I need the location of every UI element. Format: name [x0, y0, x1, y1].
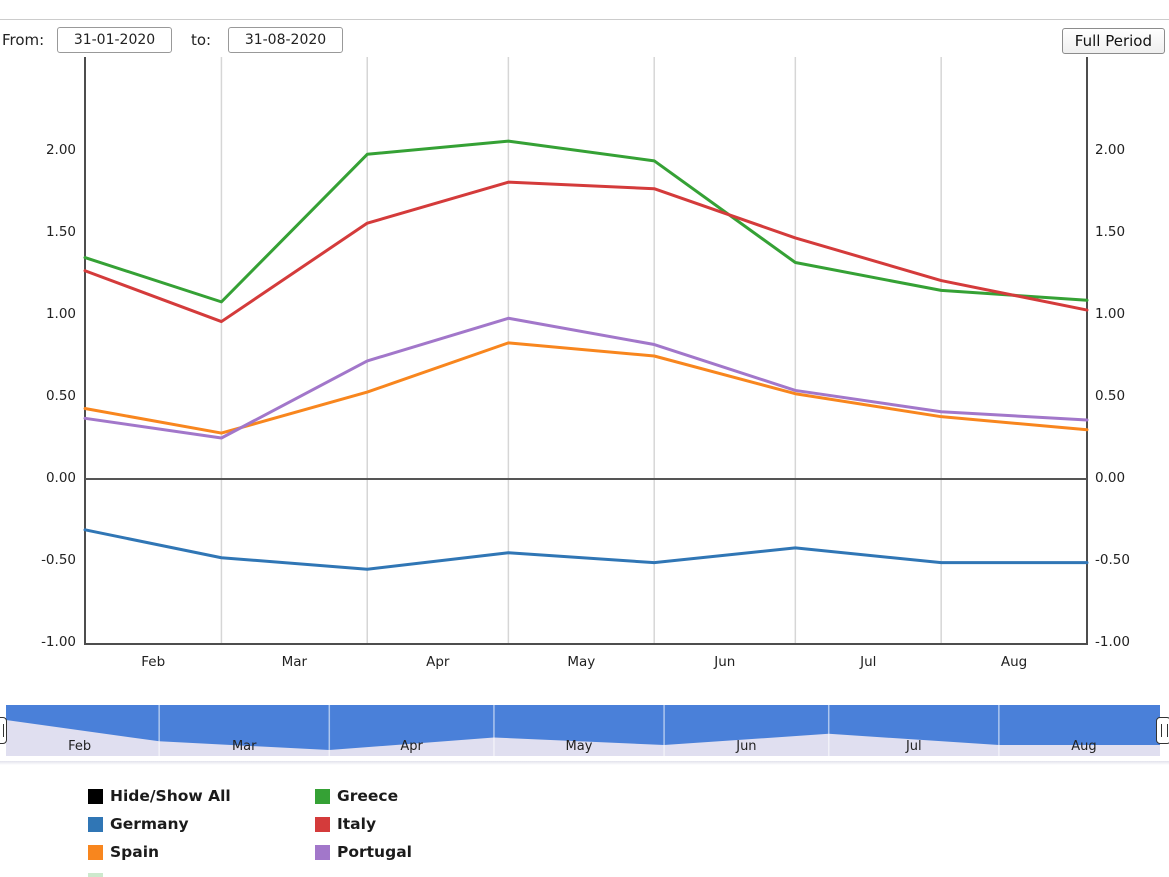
y-axis-label-right: 2.00 [1095, 142, 1126, 158]
legend-label: Hide/Show All [110, 787, 231, 805]
navigator-shadow [0, 761, 1169, 765]
y-axis-label-left: -1.00 [41, 634, 76, 650]
legend-label: Italy [337, 815, 377, 833]
legend: Hide/Show All Germany Spain Greece Italy Port… [88, 785, 412, 877]
grip-icon [0, 724, 4, 737]
to-date-input[interactable] [228, 27, 343, 53]
legend-label: Germany [110, 815, 189, 833]
legend-swatch-icon [88, 789, 103, 804]
y-axis-label-right: 1.50 [1095, 224, 1126, 240]
legend-item-partial-hidden[interactable] [88, 869, 315, 877]
navigator-month-label: May [565, 739, 593, 754]
x-axis-label: Aug [1000, 654, 1028, 670]
navigator-month-label: Aug [1071, 739, 1097, 754]
x-axis-label: Mar [281, 654, 308, 670]
navigator-month-label: Jun [736, 739, 757, 754]
grip-icon [1161, 724, 1168, 737]
y-axis-label-left: 0.00 [45, 470, 76, 486]
y-axis-label-right: 1.00 [1095, 306, 1126, 322]
to-label: to: [191, 31, 212, 49]
x-axis-label: May [567, 654, 596, 670]
legend-item-italy[interactable]: Italy [315, 813, 412, 841]
series-line-spain [83, 341, 1089, 435]
from-label: From: [2, 31, 45, 49]
y-axis-label-left: 1.50 [45, 224, 76, 240]
legend-item-spain[interactable]: Spain [88, 841, 315, 869]
series-line-germany [83, 528, 1089, 571]
x-axis-label: Jun [714, 654, 736, 670]
legend-swatch-icon [88, 817, 103, 832]
navigator-area [6, 705, 1160, 750]
y-axis-label-right: -0.50 [1095, 552, 1130, 568]
y-axis-label-left: -0.50 [41, 552, 76, 568]
legend-label: Portugal [337, 843, 412, 861]
legend-swatch-icon [315, 845, 330, 860]
legend-label: Greece [337, 787, 399, 805]
series-line-italy [83, 180, 1089, 324]
navigator[interactable] [0, 705, 1169, 757]
legend-label: Spain [110, 843, 160, 861]
x-axis-label: Feb [141, 654, 166, 670]
series-line-greece [83, 139, 1089, 304]
navigator-month-label: Feb [68, 739, 92, 754]
x-axis-label: Apr [426, 654, 450, 670]
series-line-portugal [83, 316, 1089, 440]
navigator-month-label: Apr [400, 739, 423, 754]
legend-swatch-icon [88, 873, 103, 877]
y-axis-label-right: 0.50 [1095, 388, 1126, 404]
navigator-left-handle[interactable] [0, 717, 7, 744]
legend-swatch-icon [88, 845, 103, 860]
y-axis-label-right: 0.00 [1095, 470, 1126, 486]
y-axis-label-left: 0.50 [45, 388, 76, 404]
from-date-input[interactable] [57, 27, 172, 53]
legend-item-germany[interactable]: Germany [88, 813, 315, 841]
x-axis-label: Jul [860, 654, 877, 670]
main-chart[interactable] [0, 0, 1169, 770]
top-divider [0, 19, 1169, 20]
y-axis-label-right: -1.00 [1095, 634, 1130, 650]
full-period-button[interactable]: Full Period [1061, 28, 1165, 54]
legend-swatch-icon [315, 789, 330, 804]
legend-item-greece[interactable]: Greece [315, 785, 412, 813]
navigator-right-handle[interactable] [1156, 717, 1169, 744]
legend-swatch-icon [315, 817, 330, 832]
y-axis-label-left: 2.00 [45, 142, 76, 158]
navigator-month-label: Mar [231, 739, 257, 754]
y-axis-label-left: 1.00 [45, 306, 76, 322]
legend-item-portugal[interactable]: Portugal [315, 841, 412, 869]
navigator-month-label: Jul [905, 739, 922, 754]
legend-item-hide-show-all[interactable]: Hide/Show All [88, 785, 315, 813]
